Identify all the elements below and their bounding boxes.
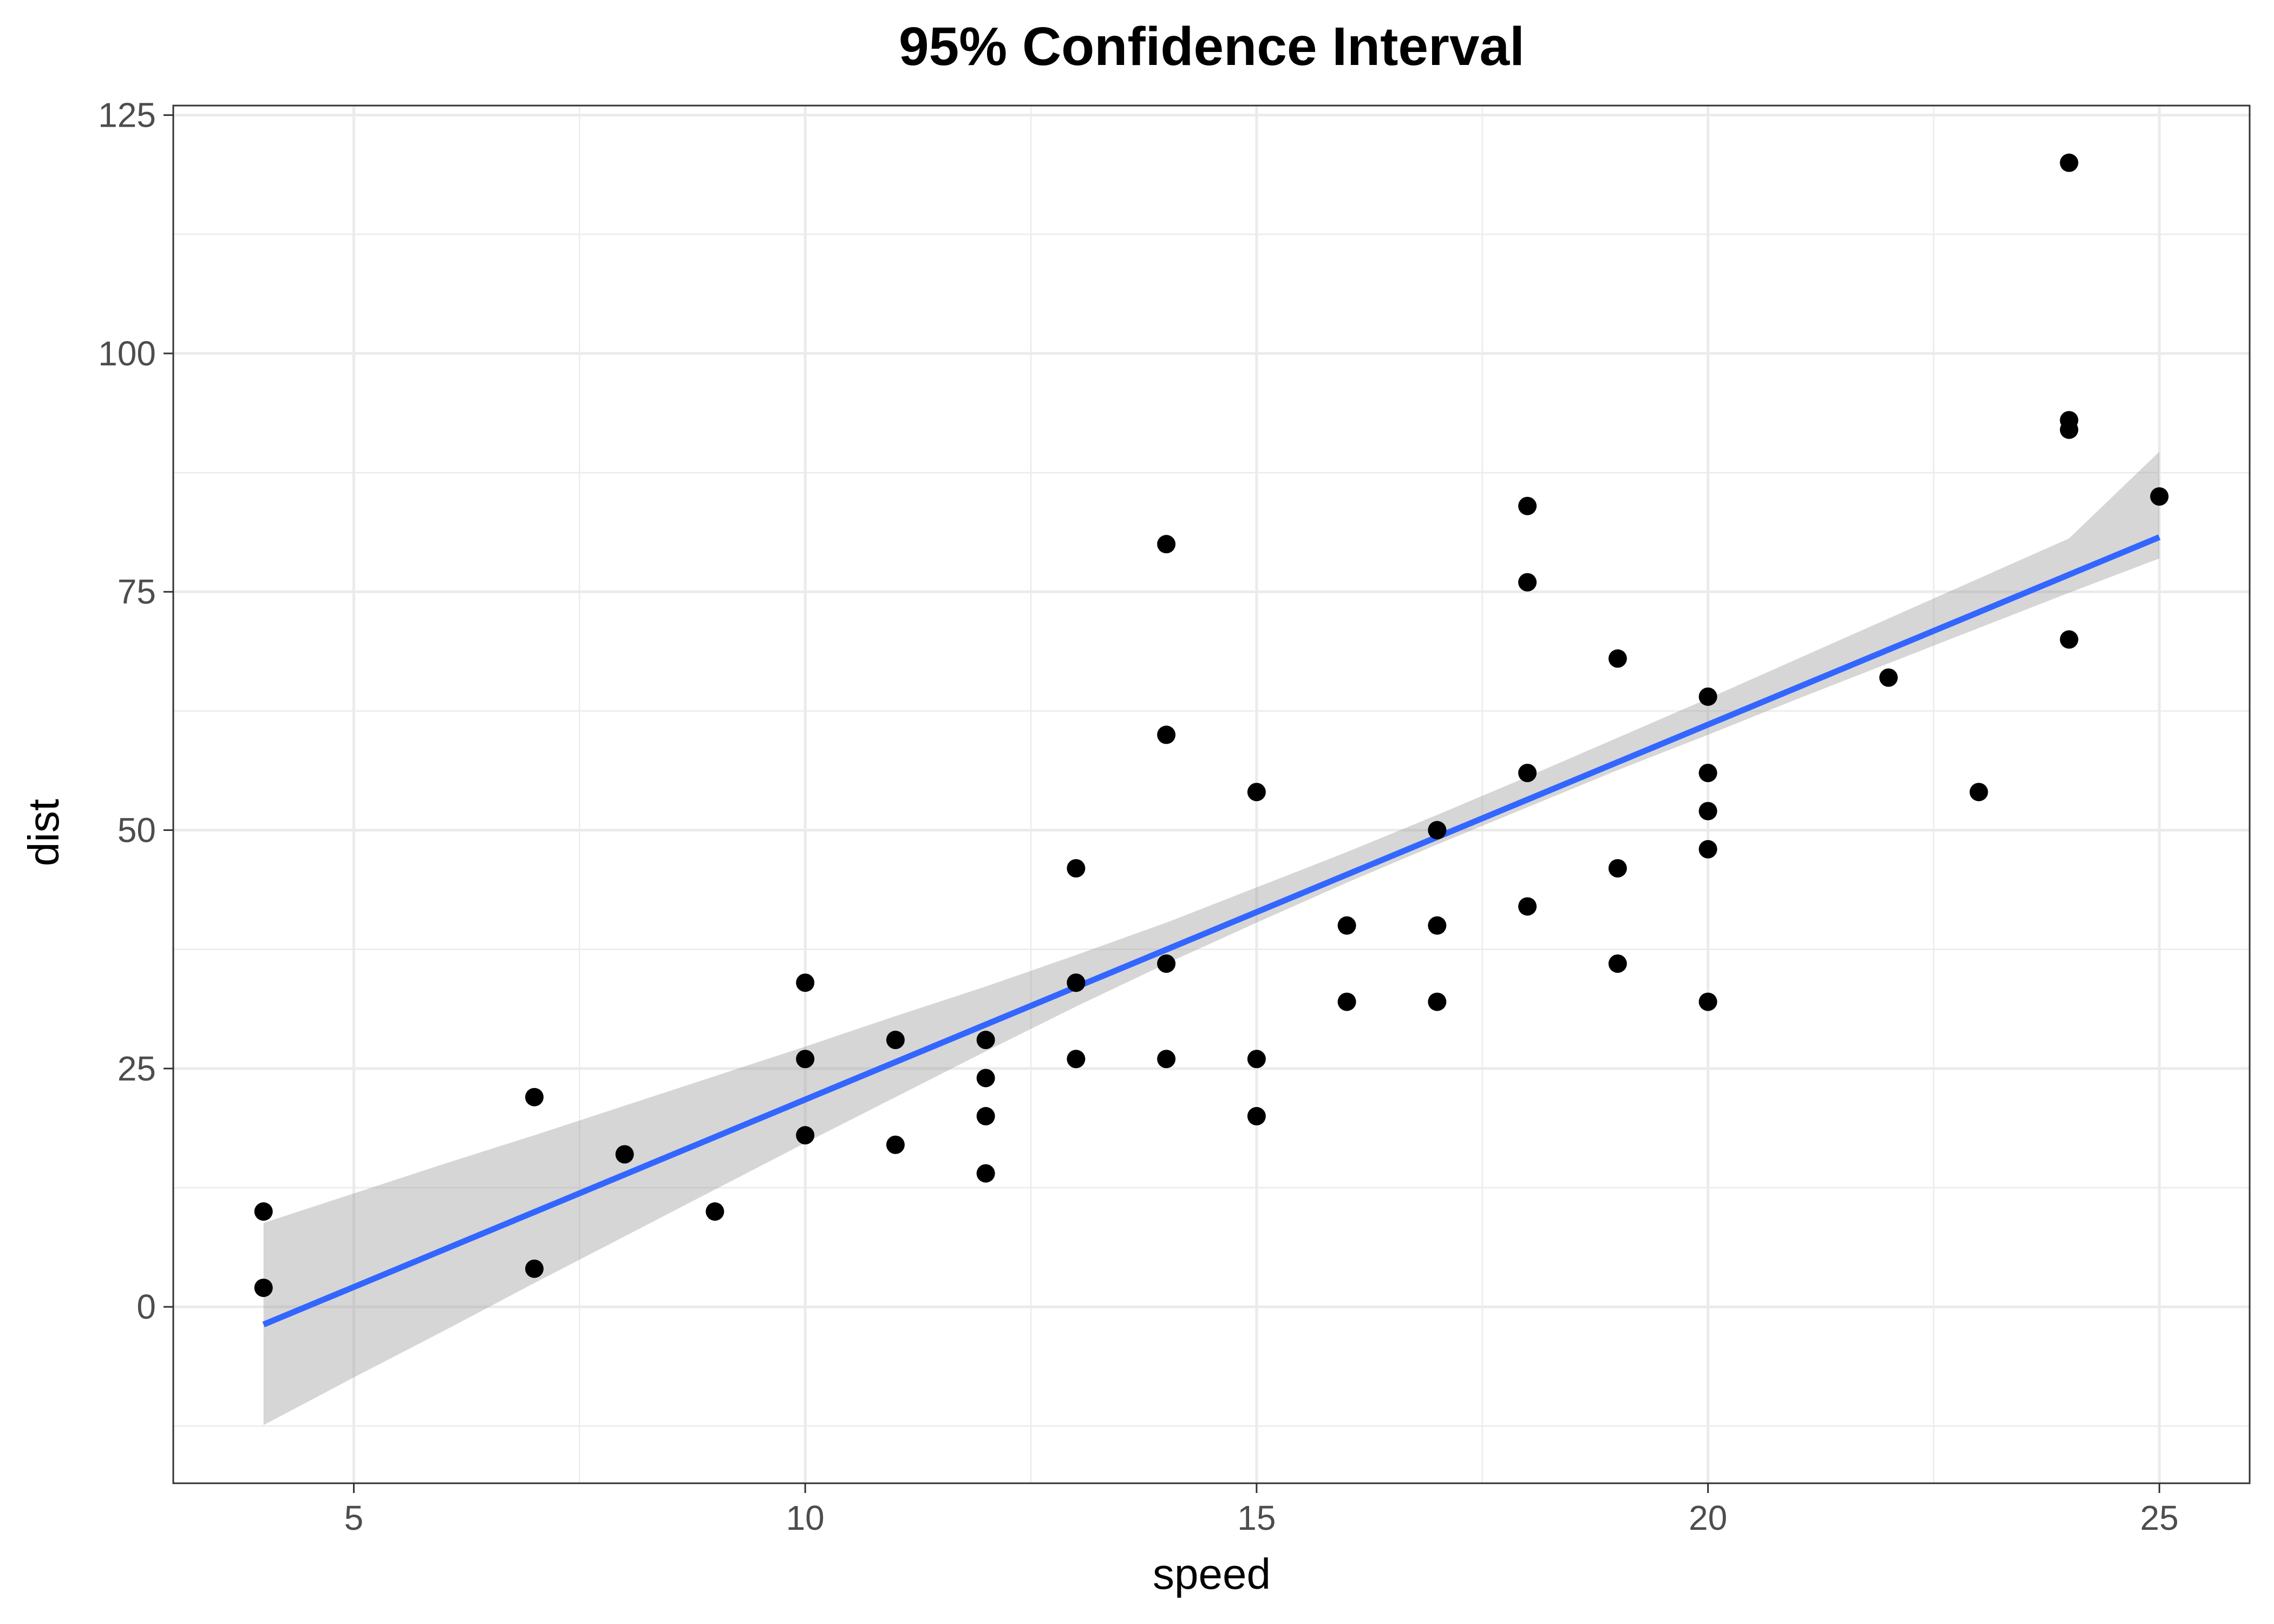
data-point — [1698, 687, 1717, 706]
data-point — [615, 1145, 634, 1164]
data-point — [1518, 496, 1537, 515]
data-point — [1698, 992, 1717, 1011]
data-point — [886, 1031, 905, 1050]
data-point — [976, 1164, 995, 1183]
minor-gridlines — [173, 106, 2250, 1483]
data-point — [705, 1202, 724, 1221]
y-tick-label: 75 — [117, 572, 156, 611]
y-tick-label: 25 — [117, 1049, 156, 1088]
data-points — [254, 153, 2169, 1297]
data-point — [1608, 859, 1627, 878]
x-tick-label: 25 — [2140, 1498, 2179, 1537]
data-point — [525, 1088, 544, 1106]
y-tick-label: 0 — [136, 1287, 156, 1326]
data-point — [1247, 783, 1266, 802]
data-point — [2060, 411, 2079, 430]
data-point — [1518, 763, 1537, 782]
data-point — [1247, 1050, 1266, 1069]
x-tick-label: 15 — [1237, 1498, 1276, 1537]
regression-line — [262, 534, 2161, 1327]
data-point — [1247, 1106, 1266, 1125]
data-point — [976, 1031, 995, 1050]
y-axis: 0 25 50 75 100 125 — [98, 96, 173, 1326]
data-point — [976, 1069, 995, 1088]
data-point — [1428, 916, 1447, 935]
data-point — [2060, 153, 2079, 172]
data-point — [254, 1278, 273, 1297]
data-point — [976, 1106, 995, 1125]
chart-title: 95% Confidence Interval — [899, 16, 1525, 77]
data-point — [1157, 1050, 1176, 1069]
data-point — [2060, 630, 2079, 649]
data-point — [1157, 954, 1176, 973]
data-point — [886, 1135, 905, 1154]
data-point — [796, 1050, 815, 1069]
data-point — [1698, 840, 1717, 859]
data-point — [1969, 783, 1988, 802]
data-point — [1698, 763, 1717, 782]
data-point — [1157, 535, 1176, 554]
data-point — [1879, 668, 1898, 687]
data-point — [1428, 992, 1447, 1011]
y-tick-label: 125 — [98, 96, 156, 135]
data-point — [1608, 649, 1627, 668]
data-point — [1698, 802, 1717, 821]
data-point — [796, 1126, 815, 1145]
data-point — [2150, 487, 2169, 506]
y-axis-title: dist — [19, 799, 68, 867]
data-point — [1518, 573, 1537, 592]
major-gridlines — [173, 106, 2250, 1483]
x-tick-label: 5 — [344, 1498, 364, 1537]
data-point — [254, 1202, 273, 1221]
plot-panel — [172, 104, 2251, 1484]
x-axis: 5 10 15 20 25 — [344, 1483, 2179, 1537]
y-tick-label: 100 — [98, 334, 156, 373]
data-point — [1337, 916, 1356, 935]
data-point — [1337, 992, 1356, 1011]
x-tick-label: 20 — [1689, 1498, 1727, 1537]
data-point — [525, 1259, 544, 1278]
data-point — [1518, 897, 1537, 916]
panel-border — [172, 104, 2251, 1484]
data-point — [796, 973, 815, 992]
data-point — [1608, 954, 1627, 973]
x-axis-title: speed — [1153, 1550, 1271, 1598]
data-point — [1067, 859, 1086, 878]
x-tick-label: 10 — [786, 1498, 825, 1537]
confidence-band — [263, 451, 2160, 1425]
data-point — [1157, 725, 1176, 744]
data-point — [1067, 973, 1086, 992]
data-point — [1067, 1050, 1086, 1069]
y-tick-label: 50 — [117, 811, 156, 850]
data-point — [1428, 821, 1447, 840]
